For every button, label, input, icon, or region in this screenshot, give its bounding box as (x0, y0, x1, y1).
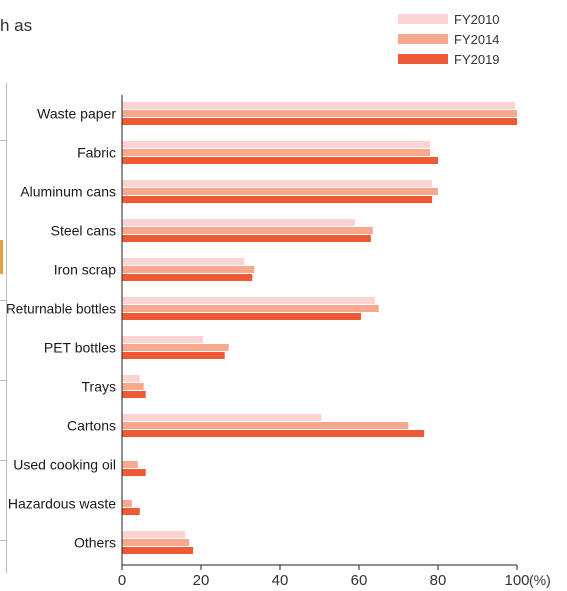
bar-fy2010-returnable-bottles (122, 297, 375, 304)
legend-label-fy2010: FY2010 (454, 12, 500, 27)
page-text-fragment: h as (0, 16, 33, 35)
x-tick-label: 60 (351, 572, 368, 589)
legend-label-fy2019: FY2019 (454, 52, 500, 67)
edge-divider (0, 140, 6, 141)
category-label: Waste paper (37, 106, 116, 122)
bar-fy2014-iron-scrap (122, 266, 255, 273)
category-label: Used cooking oil (13, 457, 116, 473)
bar-fy2019-pet-bottles (122, 352, 225, 359)
category-label: Fabric (77, 145, 116, 161)
bar-fy2019-aluminum-cans (122, 196, 433, 203)
axes: 0 20 40 60 80 100 (%) (118, 95, 551, 589)
bar-fy2014-trays (122, 383, 144, 390)
bar-fy2014-waste-paper (122, 110, 517, 117)
bar-fy2014-others (122, 539, 190, 546)
bar-fy2014-fabric (122, 149, 431, 156)
bar-fy2019-waste-paper (122, 118, 517, 125)
edge-divider (0, 460, 6, 461)
bar-fy2014-steel-cans (122, 227, 373, 234)
x-tick-label: 100 (504, 572, 529, 589)
bar-fy2014-returnable-bottles (122, 305, 379, 312)
bar-fy2019-fabric (122, 157, 438, 164)
bar-fy2010-waste-paper (122, 102, 516, 109)
category-label: PET bottles (44, 340, 116, 356)
bar-fy2019-returnable-bottles (122, 313, 361, 320)
bar-fy2010-steel-cans (122, 219, 356, 226)
bar-fy2010-iron-scrap (122, 258, 245, 265)
x-tick-label: 20 (193, 572, 210, 589)
x-tick-label: 80 (430, 572, 447, 589)
edge-highlight-tab (0, 240, 3, 274)
bar-fy2019-cartons (122, 430, 425, 437)
category-label: Trays (82, 379, 116, 395)
legend-swatch-fy2014 (398, 34, 448, 44)
bar-fy2010-trays (122, 375, 140, 382)
bar-fy2019-used-cooking-oil (122, 469, 146, 476)
bar-fy2010-others (122, 531, 186, 538)
category-labels: Waste paper Fabric Aluminum cans Steel cans… (6, 106, 116, 551)
category-label: Steel cans (51, 223, 116, 239)
bar-fy2010-cartons (122, 414, 322, 421)
bar-fy2014-used-cooking-oil (122, 461, 138, 468)
category-label: Others (74, 535, 116, 551)
x-tick-label: 40 (272, 572, 289, 589)
bar-fy2014-hazardous-waste (122, 500, 132, 507)
edge-divider (0, 300, 6, 301)
category-label: Returnable bottles (6, 301, 116, 317)
legend-swatch-fy2010 (398, 14, 448, 24)
bar-fy2019-trays (122, 391, 146, 398)
bar-fy2014-pet-bottles (122, 344, 229, 351)
bar-fy2010-aluminum-cans (122, 180, 433, 187)
bar-fy2019-iron-scrap (122, 274, 253, 281)
legend-swatch-fy2019 (398, 54, 448, 64)
legend-label-fy2014: FY2014 (454, 32, 500, 47)
category-label: Hazardous waste (8, 496, 116, 512)
x-axis-unit: (%) (529, 572, 551, 588)
category-label: Cartons (67, 418, 116, 434)
bars-area (122, 102, 517, 554)
bar-fy2019-hazardous-waste (122, 508, 140, 515)
category-label: Aluminum cans (20, 184, 116, 200)
bar-fy2014-cartons (122, 422, 409, 429)
edge-divider (0, 380, 6, 381)
category-label: Iron scrap (54, 262, 116, 278)
adjacent-panel-edge (0, 83, 7, 573)
edge-divider (0, 540, 6, 541)
bar-fy2010-fabric (122, 141, 431, 148)
bar-fy2014-aluminum-cans (122, 188, 438, 195)
bar-fy2019-steel-cans (122, 235, 371, 242)
bar-fy2010-pet-bottles (122, 336, 203, 343)
legend: FY2010 FY2014 FY2019 (398, 12, 500, 67)
x-tick-label: 0 (118, 572, 126, 589)
bar-fy2019-others (122, 547, 194, 554)
